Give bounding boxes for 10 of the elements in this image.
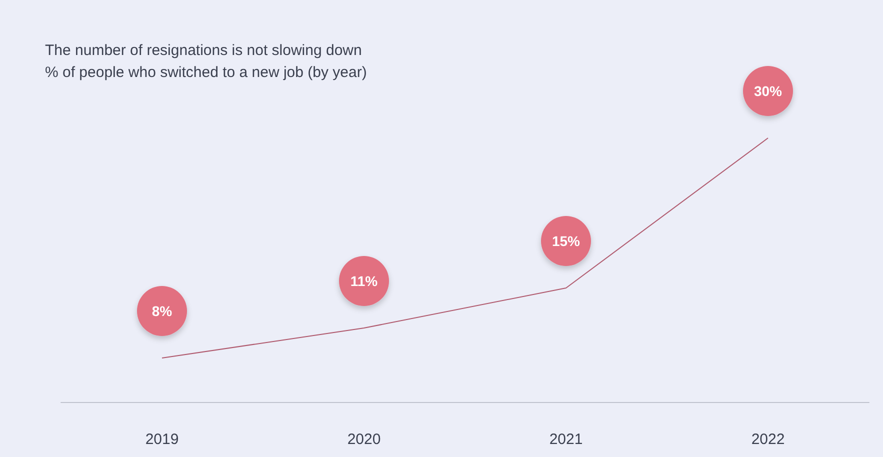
data-label: 30% (754, 83, 783, 99)
data-label: 11% (350, 273, 378, 289)
data-label: 15% (552, 233, 581, 249)
x-tick-label: 2020 (347, 431, 381, 448)
chart-title: The number of resignations is not slowing down (45, 42, 362, 59)
x-tick-label: 2019 (145, 431, 179, 448)
data-label: 8% (152, 303, 173, 319)
x-tick-label: 2022 (751, 431, 785, 448)
chart-subtitle: % of people who switched to a new job (by year) (45, 64, 367, 81)
x-tick-label: 2021 (549, 431, 583, 448)
